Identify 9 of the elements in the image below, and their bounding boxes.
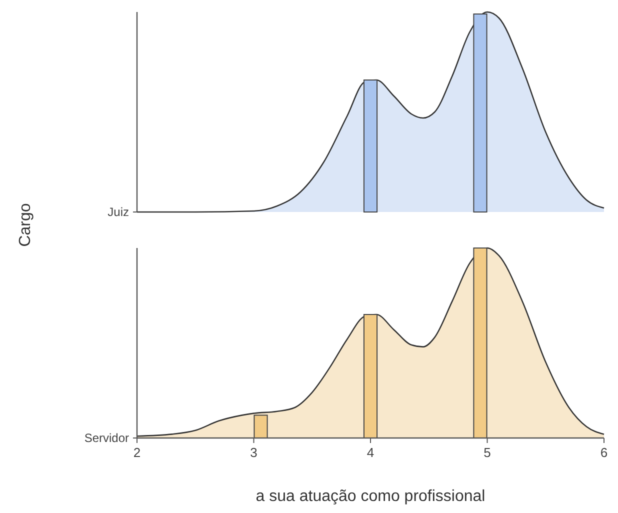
x-tick-label: 2 <box>133 445 141 460</box>
series-label: Servidor <box>84 431 129 446</box>
x-tick-label: 4 <box>366 445 374 460</box>
x-axis-title: a sua atuação como profissional <box>256 488 486 505</box>
x-tick-label: 5 <box>484 445 491 460</box>
x-tick-label: 3 <box>250 445 258 460</box>
y-axis-title: Cargo <box>17 203 34 247</box>
series-label: Juiz <box>108 205 129 220</box>
x-tick-label: 6 <box>600 445 608 460</box>
